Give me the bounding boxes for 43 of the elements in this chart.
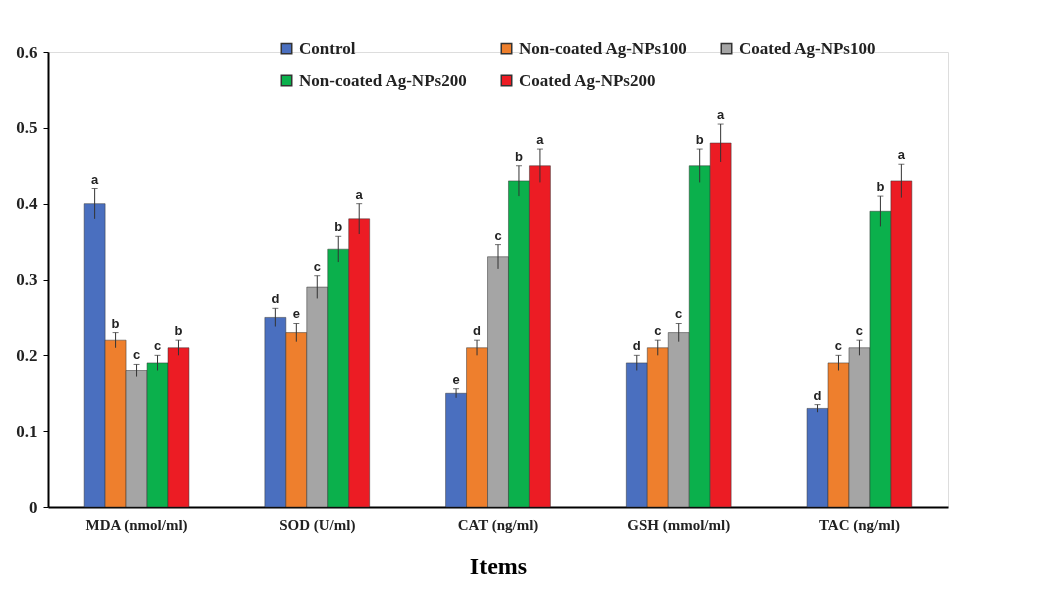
data-label: c [675, 306, 683, 322]
x-tick-label: SOD (U/ml) [279, 516, 356, 534]
data-label: d [271, 291, 280, 307]
x-tick-label: TAC (ng/ml) [818, 516, 900, 534]
data-label: c [132, 347, 141, 363]
x-axis-title: Items [469, 552, 528, 579]
data-label: c [494, 227, 502, 243]
y-tick-label: 0.3 [16, 270, 38, 289]
legend-label: Control [299, 38, 356, 58]
legend-label: Coated Ag-NPs100 [739, 38, 876, 58]
data-label: c [313, 258, 321, 274]
data-label: e [292, 306, 300, 322]
legend-label: Non-coated Ag-NPs200 [299, 70, 467, 90]
data-label: c [855, 323, 864, 339]
data-label: e [452, 371, 460, 387]
data-label: b [876, 179, 885, 195]
y-tick-label: 0.2 [16, 345, 38, 365]
data-label: a [717, 107, 726, 123]
y-tick-label: 0.5 [16, 118, 38, 138]
data-label: d [632, 338, 641, 354]
data-label: c [834, 338, 843, 354]
y-tick-label: 0.4 [16, 194, 38, 214]
data-label: a [897, 147, 906, 163]
data-label: c [654, 323, 662, 339]
legend-label: Coated Ag-NPs200 [519, 70, 656, 90]
x-tick-label: CAT (ng/ml) [457, 516, 539, 534]
data-label: b [695, 132, 704, 148]
legend-label: Non-coated Ag-NPs100 [519, 38, 687, 58]
data-label: c [153, 338, 162, 354]
data-label: b [514, 148, 523, 164]
data-label: d [813, 387, 822, 403]
data-label: b [111, 315, 120, 331]
data-label: a [91, 171, 100, 187]
y-tick-label: 0.6 [16, 42, 38, 62]
data-label: b [334, 219, 343, 235]
data-label: d [473, 323, 482, 339]
x-tick-label: MDA (nmol/ml) [85, 516, 188, 534]
data-label: a [536, 132, 545, 148]
y-tick-label: 0 [29, 497, 38, 517]
y-tick-label: 0.1 [16, 421, 38, 441]
x-tick-label: GSH (mmol/ml) [627, 516, 731, 534]
data-label: b [174, 323, 183, 339]
data-label: a [355, 186, 364, 202]
